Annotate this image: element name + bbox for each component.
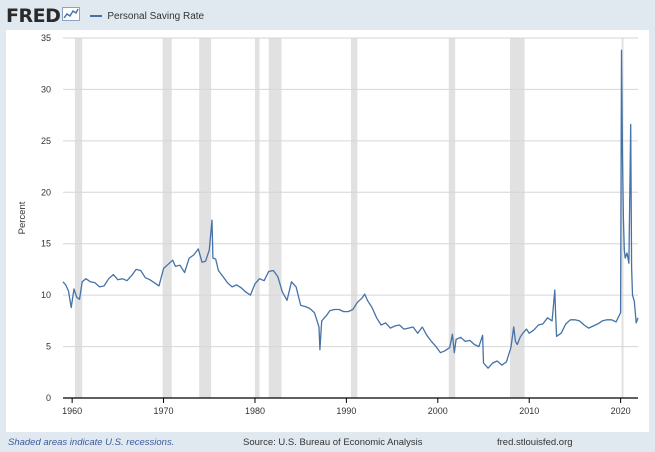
series-layer	[63, 50, 638, 368]
recession-band-6	[449, 38, 455, 398]
x-tick-label-1960: 1960	[62, 406, 82, 416]
recession-band-3	[255, 38, 260, 398]
x-tick-label-2010: 2010	[519, 406, 539, 416]
gridlines	[63, 38, 638, 347]
personal-saving-rate-chart: 0 5 10 15 20 25 30 35 1960 1970 1980 1990 2000 2010 2…	[0, 0, 655, 452]
y-tick-label-35: 35	[41, 33, 51, 43]
site-link[interactable]: fred.stlouisfed.org	[497, 437, 573, 448]
x-axis-ticks: 1960 1970 1980 1990 2000 2010 2020	[62, 398, 631, 416]
y-tick-label-25: 25	[41, 136, 51, 146]
x-tick-label-1990: 1990	[336, 406, 356, 416]
footer: Shaded areas indicate U.S. recessions. S…	[0, 437, 655, 451]
recession-band-4	[269, 38, 282, 398]
y-axis-ticks: 0 5 10 15 20 25 30 35	[41, 33, 51, 403]
y-axis-title: Percent	[17, 201, 28, 234]
y-tick-label-30: 30	[41, 84, 51, 94]
recession-band-5	[351, 38, 357, 398]
y-tick-label-0: 0	[46, 393, 51, 403]
y-tick-label-5: 5	[46, 342, 51, 352]
y-tick-label-15: 15	[41, 239, 51, 249]
recession-note: Shaded areas indicate U.S. recessions.	[8, 437, 174, 448]
y-tick-label-10: 10	[41, 290, 51, 300]
recession-band-0	[75, 38, 82, 398]
x-tick-label-1980: 1980	[245, 406, 265, 416]
recession-band-2	[199, 38, 211, 398]
source-text: Source: U.S. Bureau of Economic Analysis	[243, 437, 423, 448]
recession-shading	[75, 38, 624, 398]
recession-band-1	[163, 38, 172, 398]
x-tick-label-1970: 1970	[154, 406, 174, 416]
series-line-personal-saving-rate	[63, 50, 638, 368]
x-tick-label-2020: 2020	[611, 406, 631, 416]
x-tick-label-2000: 2000	[428, 406, 448, 416]
y-tick-label-20: 20	[41, 187, 51, 197]
